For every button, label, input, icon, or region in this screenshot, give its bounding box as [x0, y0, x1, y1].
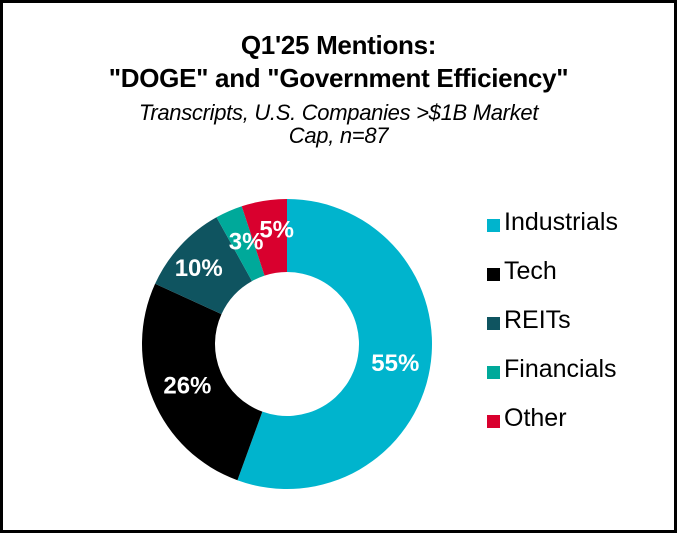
chart-title: Q1'25 Mentions: — [240, 30, 437, 60]
chart-title-line2: "DOGE" and "Government Efficiency" — [108, 63, 569, 93]
legend-item-tech: Tech — [487, 247, 618, 296]
legend-swatch — [487, 317, 500, 330]
legend-swatch — [487, 268, 500, 281]
data-label-industrials: 55% — [371, 350, 419, 377]
legend-label: Other — [504, 404, 567, 432]
legend-item-other: Other — [487, 394, 618, 443]
legend-label: REITs — [504, 306, 571, 334]
data-label-other: 5% — [259, 216, 294, 243]
legend-label: Tech — [504, 257, 557, 285]
legend-swatch — [487, 219, 500, 232]
slice-financials — [216, 206, 265, 282]
legend-item-reits: REITs — [487, 296, 618, 345]
legend-item-industrials: Industrials — [487, 198, 618, 247]
legend-label: Industrials — [504, 208, 618, 236]
legend: Industrials Tech REITs Financials Other — [487, 198, 618, 443]
chart-subtitle-line2: Cap, n=87 — [288, 123, 389, 148]
legend-swatch — [487, 366, 500, 379]
legend-label: Financials — [504, 355, 617, 383]
slice-reits — [155, 217, 252, 315]
donut-slices — [142, 199, 432, 489]
data-label-reits: 10% — [175, 255, 223, 282]
data-label-tech: 26% — [163, 373, 211, 400]
donut-labels: 55% 26% 10%3%5% — [163, 216, 419, 399]
slice-other — [241, 199, 287, 276]
legend-item-financials: Financials — [487, 345, 618, 394]
slice-industrials — [237, 199, 432, 489]
chart-subtitle: Transcripts, U.S. Companies >$1B Market — [138, 100, 539, 125]
data-label-financials: 3% — [229, 228, 264, 255]
legend-swatch — [487, 415, 500, 428]
slice-tech — [142, 283, 263, 481]
